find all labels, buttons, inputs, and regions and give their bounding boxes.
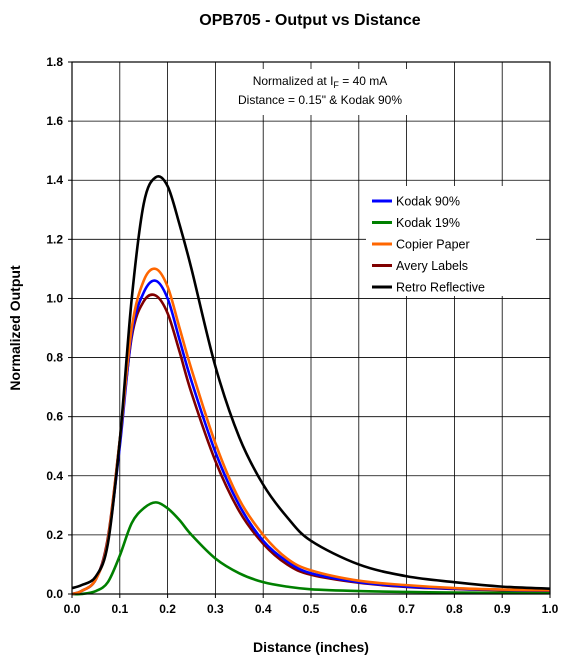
annotation-line1: Normalized at IF = 40 mA <box>253 74 388 90</box>
legend-label-avery-labels: Avery Labels <box>396 259 468 273</box>
legend-label-retro-reflective: Retro Reflective <box>396 281 485 295</box>
y-tick-label: 0.0 <box>46 587 63 601</box>
y-axis-title: Normalized Output <box>7 265 23 391</box>
series-line-retro-reflective <box>71 175 551 590</box>
legend-label-kodak-90: Kodak 90% <box>396 195 460 209</box>
y-tick-label: 1.4 <box>46 173 63 187</box>
annotation-line1-prefix: Normalized at I <box>253 74 334 88</box>
x-tick-label: 1.0 <box>542 602 559 616</box>
chart-title: OPB705 - Output vs Distance <box>199 12 420 29</box>
y-tick-label: 1.2 <box>46 232 63 246</box>
annotation-line1-subscript: F <box>333 80 339 90</box>
legend-label-copier-paper: Copier Paper <box>396 238 470 252</box>
legend: Kodak 90% Kodak 19% Copier Paper Avery Labe… <box>366 186 536 296</box>
y-tick-label: 1.6 <box>46 114 63 128</box>
legend-box <box>366 186 536 296</box>
y-tick-labels: 0.0 0.2 0.4 0.6 0.8 1.0 1.2 1.4 1.6 1.8 <box>46 55 72 601</box>
x-tick-label: 0.0 <box>64 602 81 616</box>
x-tick-label: 0.4 <box>255 602 272 616</box>
x-tick-label: 0.2 <box>159 602 176 616</box>
y-tick-label: 0.6 <box>46 410 63 424</box>
grid <box>71 61 551 595</box>
y-tick-label: 0.8 <box>46 351 63 365</box>
y-tick-label: 1.0 <box>46 291 63 305</box>
y-tick-label: 0.2 <box>46 528 63 542</box>
annotation-line2: Distance = 0.15" & Kodak 90% <box>238 93 402 107</box>
y-tick-label: 0.4 <box>46 469 63 483</box>
series-group <box>71 175 551 596</box>
series-line-kodak-19 <box>71 501 551 596</box>
x-tick-label: 0.9 <box>494 602 511 616</box>
y-tick-label: 1.8 <box>46 55 63 69</box>
legend-label-kodak-19: Kodak 19% <box>396 216 460 230</box>
x-tick-label: 0.8 <box>446 602 463 616</box>
x-tick-labels: 0.0 0.1 0.2 0.3 0.4 0.5 0.6 0.7 0.8 0.9 1.0 <box>64 594 559 616</box>
x-axis-title: Distance (inches) <box>253 639 369 655</box>
x-tick-label: 0.6 <box>350 602 367 616</box>
x-tick-label: 0.5 <box>303 602 320 616</box>
x-tick-label: 0.7 <box>398 602 415 616</box>
annotation: Normalized at IF = 40 mA Distance = 0.15… <box>222 69 418 115</box>
x-tick-label: 0.1 <box>111 602 128 616</box>
annotation-line1-suffix: = 40 mA <box>339 74 387 88</box>
x-tick-label: 0.3 <box>207 602 224 616</box>
